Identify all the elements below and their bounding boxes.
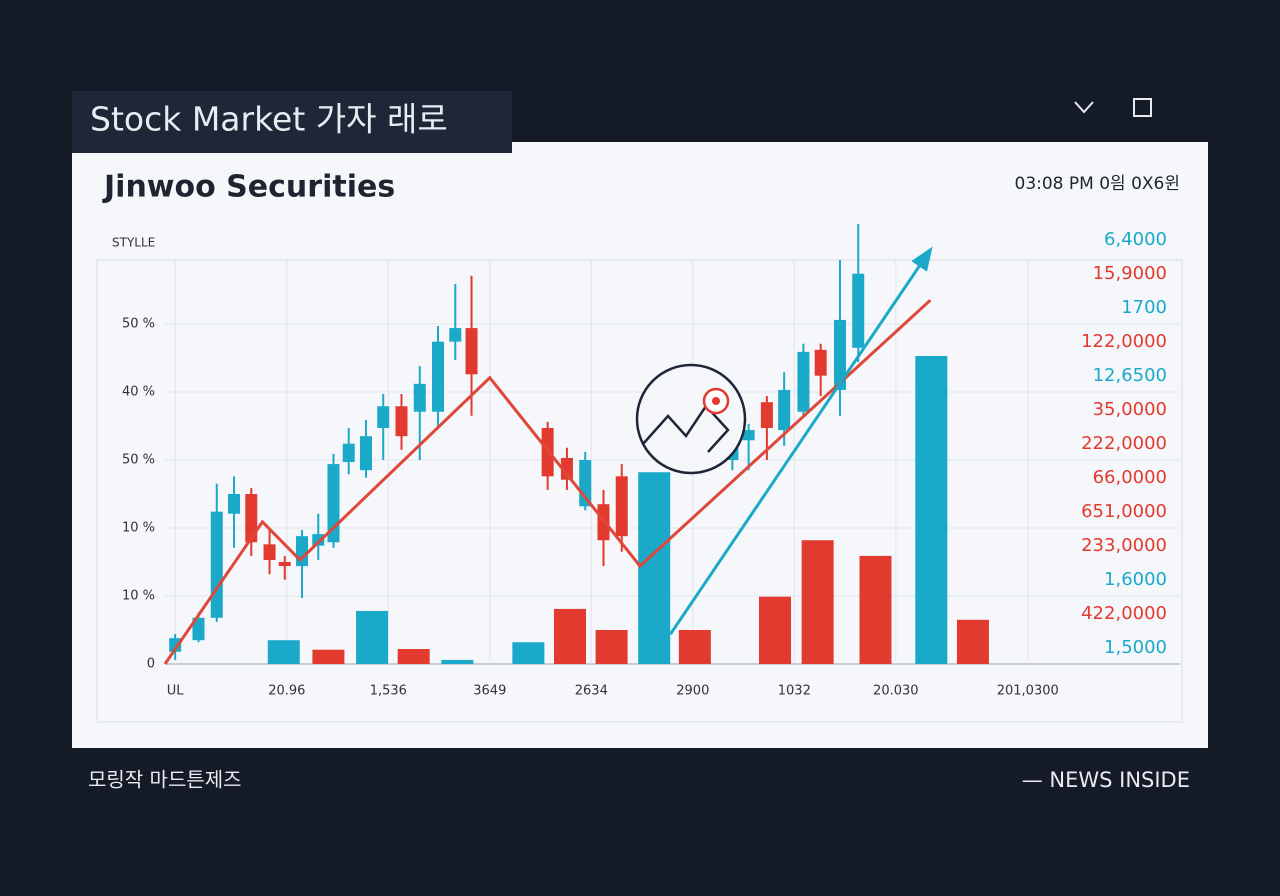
trend-icon (635, 363, 747, 475)
candle-body (560, 457, 573, 480)
price-label: 222,0000 (1081, 433, 1167, 454)
price-label: 35,0000 (1093, 399, 1167, 420)
price-label: 66,0000 (1093, 467, 1167, 488)
x-tick-label: 3649 (473, 684, 506, 699)
price-label: 12,6500 (1093, 365, 1167, 386)
y-tick-label: 0 (147, 657, 155, 672)
minimize-button[interactable] (1074, 101, 1094, 114)
x-tick-label: 2900 (676, 684, 709, 699)
x-tick-label: 201,0300 (997, 684, 1059, 699)
company-name: Jinwoo Securities (102, 170, 395, 205)
candle-body (413, 383, 426, 412)
candle-body (359, 436, 372, 471)
candle-body (327, 464, 340, 543)
volume-bar (638, 472, 671, 664)
price-label: 1,5000 (1104, 637, 1167, 658)
volume-bar (801, 540, 834, 664)
x-tick-label: 1,536 (370, 684, 407, 699)
volume-bar (356, 610, 389, 664)
volume-bar (678, 630, 711, 664)
volume-bar (956, 619, 989, 664)
volume-bar (759, 596, 792, 664)
trend-line (669, 249, 932, 635)
candle-body (312, 534, 325, 546)
volume-bar (397, 649, 430, 664)
chart-label: STYLLE (112, 236, 155, 250)
candle-body (342, 443, 355, 463)
volume-bar (553, 608, 586, 664)
y-tick-label: 50 % (122, 453, 155, 468)
y-tick-label: 10 % (122, 521, 155, 536)
x-tick-label: 1032 (778, 684, 811, 699)
candle-body (263, 544, 276, 560)
x-tick-label: UL (167, 684, 185, 699)
y-tick-label: 50 % (122, 317, 155, 332)
volume-bar (441, 659, 474, 664)
arrow-head (911, 246, 933, 272)
footer-brand: — NEWS INSIDE (1022, 768, 1190, 792)
price-label: 1,6000 (1104, 569, 1167, 590)
price-label: 6,4000 (1104, 229, 1167, 250)
window-title: Stock Market 가자 래로 (90, 100, 448, 139)
candle-body (760, 402, 773, 429)
volume-bar (512, 642, 545, 664)
volume-bar (312, 649, 345, 664)
candle-body (278, 562, 291, 567)
maximize-button[interactable] (1133, 98, 1152, 117)
footer-left: 모링작 마드튼제즈 (88, 768, 242, 792)
price-label: 422,0000 (1081, 603, 1167, 624)
price-label: 15,9000 (1093, 263, 1167, 284)
price-label: 1700 (1121, 297, 1167, 318)
candle-body (228, 494, 241, 514)
volume-bar (859, 555, 892, 664)
timestamp: 03:08 PM 0읨 0X6윈 (1015, 174, 1181, 194)
y-tick-label: 40 % (122, 385, 155, 400)
candle-body (778, 389, 791, 431)
candle-body (449, 328, 462, 342)
candle-body (432, 341, 445, 412)
candle-body (615, 476, 628, 537)
candle-body (192, 617, 205, 641)
title-tab (72, 91, 512, 153)
candle-body (742, 430, 755, 441)
x-tick-label: 20.96 (268, 684, 305, 699)
candle-body (833, 319, 846, 390)
price-label: 122,0000 (1081, 331, 1167, 352)
x-tick-label: 2634 (575, 684, 608, 699)
candle-body (377, 406, 390, 429)
trend-line (163, 299, 932, 665)
candle-body (296, 536, 309, 567)
candle-body (814, 349, 827, 376)
volume-bar (595, 630, 628, 664)
candle-body (852, 273, 865, 348)
x-tick-label: 20.030 (873, 684, 919, 699)
volume-bar (915, 355, 948, 664)
candle-body (245, 494, 258, 543)
volume-bar (267, 640, 300, 664)
plot-frame (96, 259, 1183, 723)
candle-body (169, 638, 182, 652)
y-tick-label: 10 % (122, 589, 155, 604)
candle-body (395, 406, 408, 437)
candle-body (465, 328, 478, 375)
price-label: 233,0000 (1081, 535, 1167, 556)
price-label: 651,0000 (1081, 501, 1167, 522)
candle-body (210, 511, 223, 618)
candle-body (797, 351, 810, 412)
